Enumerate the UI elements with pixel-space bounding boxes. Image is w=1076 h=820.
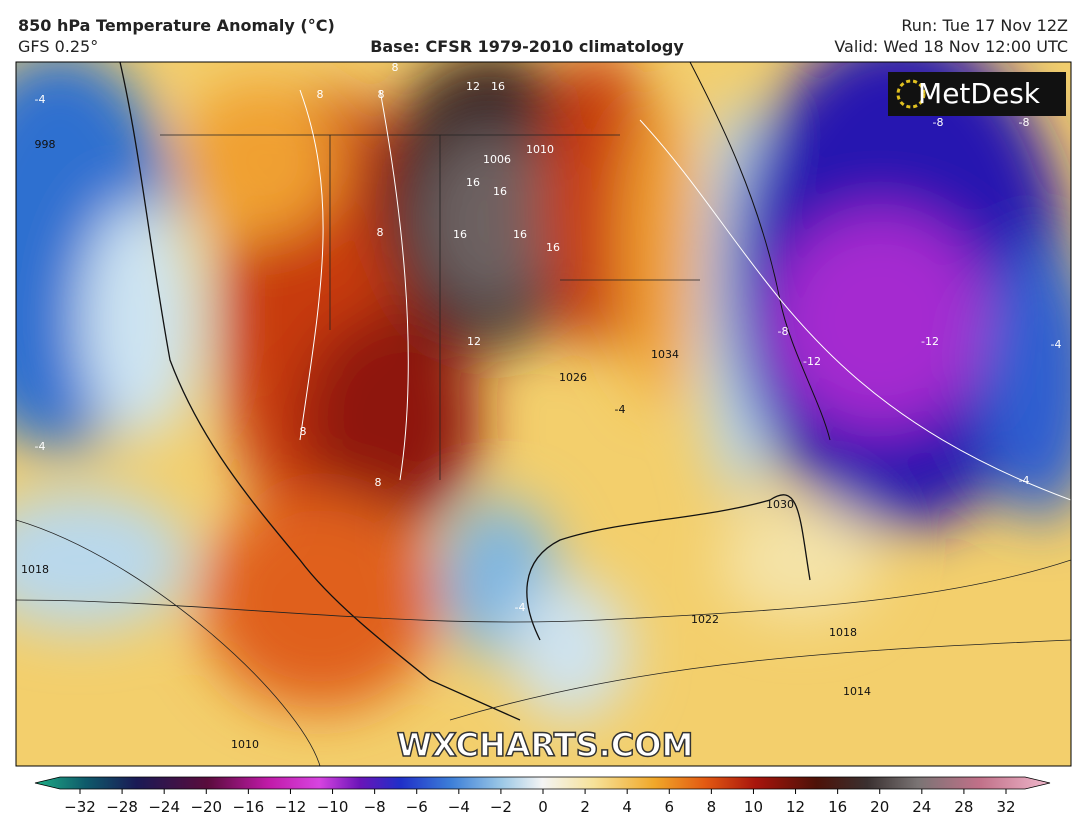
map: 1022 1018 1018 1014 1010 1026 1034 1030 998 1010 1… xyxy=(16,61,1071,766)
contour-label: 1018 xyxy=(21,563,49,576)
contour-label: 16 xyxy=(466,176,480,189)
colorbar-tick-label: 12 xyxy=(786,798,805,816)
colorbar-tick-label: −2 xyxy=(490,798,512,816)
colorbar-tick-label: 0 xyxy=(538,798,548,816)
contour-label: 1022 xyxy=(691,613,719,626)
contour-label: 16 xyxy=(513,228,527,241)
contour-label: 8 xyxy=(317,88,324,101)
contour-label: -4 xyxy=(35,93,46,106)
contour-label: 12 xyxy=(467,335,481,348)
map-frame xyxy=(15,61,1072,767)
contour-label: 1010 xyxy=(526,143,554,156)
contour-label: -4 xyxy=(1051,338,1062,351)
colorbar-tick-label: −6 xyxy=(406,798,428,816)
colorbar-tick-label: 2 xyxy=(580,798,590,816)
contour-label: -4 xyxy=(1019,474,1030,487)
contour-label: 16 xyxy=(493,185,507,198)
colorbar-tick-label: −16 xyxy=(233,798,265,816)
contour-label: -8 xyxy=(933,116,944,129)
contour-label: 8 xyxy=(377,226,384,239)
colorbar-tick-label: −12 xyxy=(275,798,307,816)
run: Run: Tue 17 Nov 12Z xyxy=(901,16,1068,35)
colorbar xyxy=(34,776,1051,790)
contour-label: -8 xyxy=(1019,116,1030,129)
contour-label: -12 xyxy=(921,335,939,348)
contour-label: -4 xyxy=(35,440,46,453)
watermark: WXCHARTS.COM xyxy=(397,726,694,764)
contour-label: 1026 xyxy=(559,371,587,384)
contour-label: 16 xyxy=(491,80,505,93)
contour-label: 8 xyxy=(392,61,399,74)
colorbar-tick-label: 6 xyxy=(664,798,674,816)
contour-label: -12 xyxy=(803,355,821,368)
colorbar-tick-label: −4 xyxy=(448,798,470,816)
contour-label: 8 xyxy=(300,425,307,438)
colorbar-tick-label: 10 xyxy=(744,798,763,816)
title: 850 hPa Temperature Anomaly (°C) xyxy=(18,16,335,35)
colorbar-tick-label: 32 xyxy=(996,798,1015,816)
colorbar-tick-label: 16 xyxy=(828,798,847,816)
contour-label: 8 xyxy=(375,476,382,489)
contour-label: 1006 xyxy=(483,153,511,166)
contour-label: 1014 xyxy=(843,685,871,698)
contour-label: 1030 xyxy=(766,498,794,511)
logo: MetDesk xyxy=(918,77,1041,110)
contour-label: -8 xyxy=(778,325,789,338)
colorbar-tick-label: 4 xyxy=(622,798,632,816)
base: Base: CFSR 1979-2010 climatology xyxy=(370,37,684,56)
contour-label: 1010 xyxy=(231,738,259,751)
colorbar-tick-label: −24 xyxy=(148,798,180,816)
contour-label: 998 xyxy=(35,138,56,151)
contour-label: 8 xyxy=(378,88,385,101)
valid: Valid: Wed 18 Nov 12:00 UTC xyxy=(834,37,1068,56)
contour-label: 16 xyxy=(453,228,467,241)
colorbar-tick-label: −20 xyxy=(190,798,222,816)
colorbar-tick-label: −32 xyxy=(64,798,96,816)
colorbar-tick-label: −10 xyxy=(317,798,349,816)
colorbar-tick-label: −8 xyxy=(364,798,386,816)
colorbar-tick-label: 8 xyxy=(707,798,717,816)
contour-label: -4 xyxy=(515,601,526,614)
contour-label: 16 xyxy=(546,241,560,254)
model: GFS 0.25° xyxy=(18,37,98,56)
contour-label: 1018 xyxy=(829,626,857,639)
contour-label: 1034 xyxy=(651,348,679,361)
colorbar-tick-label: −28 xyxy=(106,798,138,816)
colorbar-tick-label: 28 xyxy=(954,798,973,816)
contour-label: 12 xyxy=(466,80,480,93)
contour-label: -4 xyxy=(615,403,626,416)
colorbar-tick-label: 24 xyxy=(912,798,931,816)
colorbar-tick-label: 20 xyxy=(870,798,889,816)
